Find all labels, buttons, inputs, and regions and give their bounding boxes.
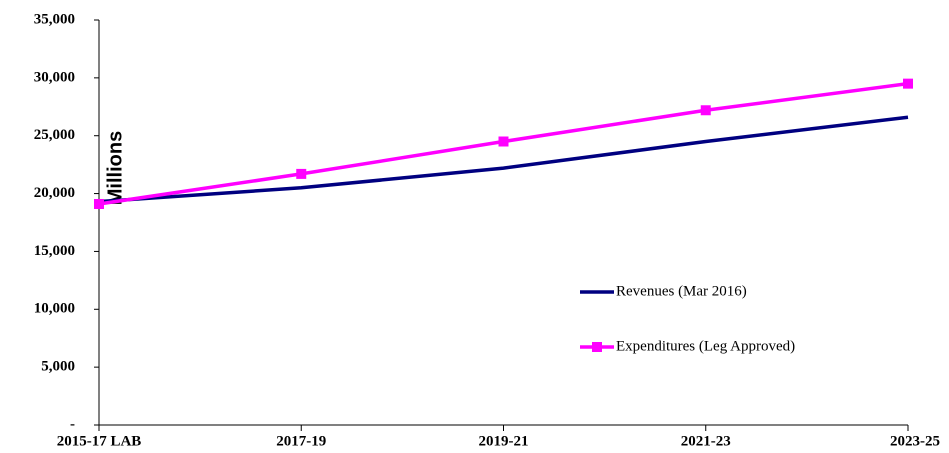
legend-marker xyxy=(592,342,602,352)
x-tick-label: 2021-23 xyxy=(681,433,731,449)
series-marker xyxy=(296,168,307,179)
y-tick-label: 10,000 xyxy=(34,301,75,317)
x-tick-label: 2023-25 xyxy=(890,433,940,449)
y-tick-label: 15,000 xyxy=(34,243,75,259)
y-tick-label: - xyxy=(70,416,75,432)
x-tick-label: 2019-21 xyxy=(479,433,529,449)
y-tick-label: 35,000 xyxy=(34,11,75,27)
legend-label: Expenditures (Leg Approved) xyxy=(616,338,795,354)
legend-label: Revenues (Mar 2016) xyxy=(616,283,747,299)
y-tick-label: 30,000 xyxy=(34,69,75,85)
series-marker xyxy=(700,105,711,116)
series-line xyxy=(98,115,909,204)
y-tick-label: 25,000 xyxy=(34,127,75,143)
y-tick-label: 5,000 xyxy=(41,359,75,375)
series-marker xyxy=(498,136,509,147)
x-tick-label: 2017-19 xyxy=(276,433,326,449)
x-tick-label: 2015-17 LAB xyxy=(57,433,142,449)
series-marker xyxy=(903,78,913,89)
y-axis-title: Millions xyxy=(104,131,126,205)
series-marker xyxy=(94,198,104,209)
y-tick-label: 20,000 xyxy=(34,185,75,201)
